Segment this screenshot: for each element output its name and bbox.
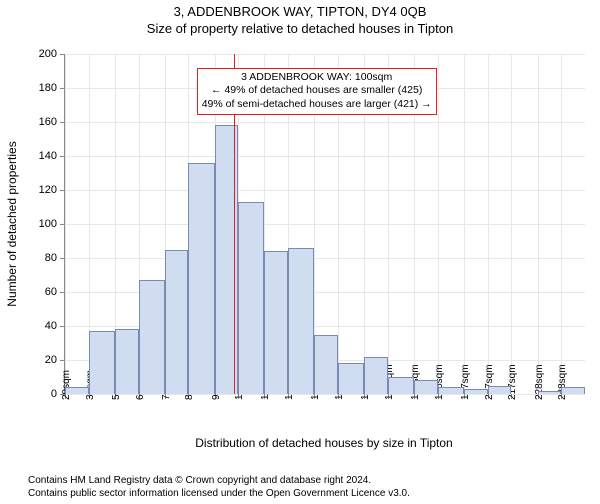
histogram-bar — [388, 377, 414, 394]
xtick-label: 238sqm — [557, 364, 568, 400]
plot-wrap: Number of detached properties 0204060801… — [0, 44, 600, 444]
ytick-label: 120 — [39, 184, 65, 196]
ytick-label: 60 — [45, 286, 65, 298]
annotation-line: 49% of semi-detached houses are larger (… — [202, 98, 432, 112]
xtick-label: 207sqm — [484, 364, 495, 400]
xtick-label: 29sqm — [61, 370, 72, 400]
xtick-label: 217sqm — [507, 364, 518, 400]
grid-h — [65, 156, 585, 157]
grid-h — [65, 122, 585, 123]
grid-h — [65, 224, 585, 225]
histogram-bar — [264, 251, 288, 394]
ytick-label: 180 — [39, 82, 65, 94]
histogram-bar — [414, 380, 438, 394]
histogram-bar — [238, 202, 264, 394]
histogram-bar — [188, 163, 214, 394]
histogram-bar — [165, 250, 189, 395]
xtick-label: 228sqm — [534, 364, 545, 400]
grid-h — [65, 54, 585, 55]
y-axis-label: Number of detached properties — [5, 141, 19, 306]
histogram-bar — [538, 391, 562, 394]
footer: Contains HM Land Registry data © Crown c… — [28, 475, 410, 500]
x-axis-label: Distribution of detached houses by size … — [64, 436, 584, 450]
ytick-label: 200 — [39, 48, 65, 60]
histogram-bar — [115, 329, 139, 394]
chart-container: 3, ADDENBROOK WAY, TIPTON, DY4 0QB Size … — [0, 4, 600, 504]
ytick-label: 100 — [39, 218, 65, 230]
histogram-bar — [438, 387, 464, 394]
histogram-bar — [215, 125, 239, 394]
grid-v — [438, 54, 439, 394]
grid-v — [464, 54, 465, 394]
grid-v — [561, 54, 562, 394]
ytick-label: 160 — [39, 116, 65, 128]
grid-h — [65, 258, 585, 259]
histogram-bar — [338, 363, 364, 394]
histogram-bar — [314, 335, 338, 395]
plot-area: 02040608010012014016018020029sqm39sqm50s… — [64, 54, 585, 395]
title-main: 3, ADDENBROOK WAY, TIPTON, DY4 0QB — [0, 4, 600, 19]
xtick-label: 197sqm — [460, 364, 471, 400]
grid-v — [538, 54, 539, 394]
ytick-label: 40 — [45, 320, 65, 332]
title-sub: Size of property relative to detached ho… — [0, 21, 600, 36]
footer-line-2: Contains public sector information licen… — [28, 488, 410, 501]
grid-h — [65, 190, 585, 191]
histogram-bar — [65, 387, 89, 394]
annotation-line: ← 49% of detached houses are smaller (42… — [202, 84, 432, 98]
grid-v — [511, 54, 512, 394]
histogram-bar — [488, 386, 512, 395]
footer-line-1: Contains HM Land Registry data © Crown c… — [28, 475, 410, 488]
ytick-label: 80 — [45, 252, 65, 264]
histogram-bar — [561, 387, 585, 394]
histogram-bar — [364, 357, 388, 394]
ytick-label: 20 — [45, 354, 65, 366]
histogram-bar — [464, 389, 488, 394]
grid-v — [65, 54, 66, 394]
annotation-box: 3 ADDENBROOK WAY: 100sqm← 49% of detache… — [197, 68, 437, 115]
histogram-bar — [89, 331, 115, 394]
histogram-bar — [288, 248, 314, 394]
annotation-line: 3 ADDENBROOK WAY: 100sqm — [202, 71, 432, 85]
grid-v — [488, 54, 489, 394]
histogram-bar — [139, 280, 165, 394]
ytick-label: 140 — [39, 150, 65, 162]
